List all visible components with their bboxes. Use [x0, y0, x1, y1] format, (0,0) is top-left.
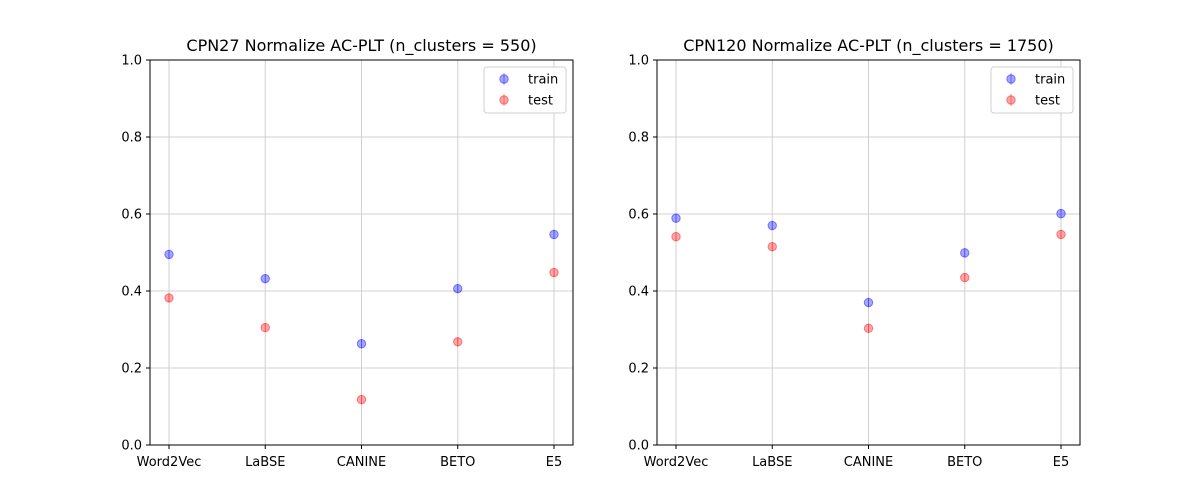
data-point — [260, 273, 270, 284]
y-tick-label: 0.0 — [628, 439, 649, 454]
data-point — [453, 283, 463, 294]
x-tick-label: LaBSE — [245, 455, 285, 470]
y-tick-label: 0.6 — [628, 208, 649, 223]
y-tick-label: 1.0 — [121, 54, 142, 69]
legend-marker — [499, 74, 509, 84]
y-tick-label: 1.0 — [628, 54, 649, 69]
y-tick-label: 0.6 — [121, 208, 142, 223]
series-test — [671, 229, 1066, 334]
data-point — [549, 267, 559, 278]
data-point — [356, 394, 367, 405]
data-point — [863, 297, 874, 308]
data-point — [960, 248, 970, 258]
x-tick-label: CANINE — [337, 455, 386, 470]
data-point — [767, 220, 777, 231]
chart-title: CPN27 Normalize AC-PLT (n_clusters = 550… — [186, 36, 536, 56]
legend-marker — [499, 95, 509, 105]
legend-marker — [1006, 74, 1016, 84]
data-point — [356, 339, 367, 349]
x-tick-label: BETO — [947, 455, 982, 470]
y-tick-label: 0.4 — [628, 285, 649, 300]
x-tick-label: E5 — [546, 455, 563, 470]
data-point — [164, 293, 174, 303]
y-tick-label: 0.2 — [628, 362, 649, 377]
legend-box — [483, 66, 567, 114]
data-point — [671, 232, 681, 242]
legend-label: train — [1035, 73, 1065, 88]
data-point — [671, 213, 681, 223]
y-tick-label: 0.4 — [121, 285, 142, 300]
legend-label: test — [1035, 94, 1060, 109]
data-point — [767, 242, 777, 252]
data-point — [260, 322, 270, 333]
data-point — [1056, 229, 1066, 240]
data-point — [164, 249, 174, 260]
legend-box — [990, 66, 1074, 114]
y-tick-label: 0.0 — [121, 439, 142, 454]
data-point — [863, 323, 874, 334]
chart-title: CPN120 Normalize AC-PLT (n_clusters = 17… — [683, 36, 1054, 56]
x-tick-label: LaBSE — [752, 455, 792, 470]
legend: train test — [483, 66, 567, 114]
y-tick-label: 0.8 — [628, 131, 649, 146]
legend-label: train — [528, 73, 558, 88]
chart-panel-2: CPN120 Normalize AC-PLT (n_clusters = 17… — [628, 36, 1081, 470]
data-point — [453, 337, 463, 347]
x-tick-label: CANINE — [844, 455, 893, 470]
data-point — [1056, 208, 1066, 219]
y-tick-label: 0.2 — [121, 362, 142, 377]
x-tick-label: BETO — [440, 455, 475, 470]
plot-frame — [656, 59, 1081, 446]
legend-marker — [1006, 95, 1016, 105]
series-test — [164, 267, 559, 405]
plot-frame — [149, 59, 574, 446]
legend-label: test — [528, 94, 553, 109]
series-train — [164, 229, 559, 349]
series-train — [671, 208, 1066, 308]
x-tick-label: E5 — [1053, 455, 1070, 470]
x-tick-label: Word2Vec — [137, 455, 202, 470]
x-tick-label: Word2Vec — [644, 455, 709, 470]
y-tick-label: 0.8 — [121, 131, 142, 146]
chart-panel-1: CPN27 Normalize AC-PLT (n_clusters = 550… — [121, 36, 574, 470]
data-point — [960, 272, 970, 283]
data-point — [549, 229, 559, 240]
legend: train test — [990, 66, 1074, 114]
